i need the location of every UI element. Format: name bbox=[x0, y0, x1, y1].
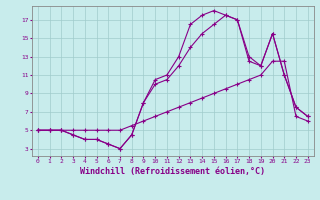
X-axis label: Windchill (Refroidissement éolien,°C): Windchill (Refroidissement éolien,°C) bbox=[80, 167, 265, 176]
